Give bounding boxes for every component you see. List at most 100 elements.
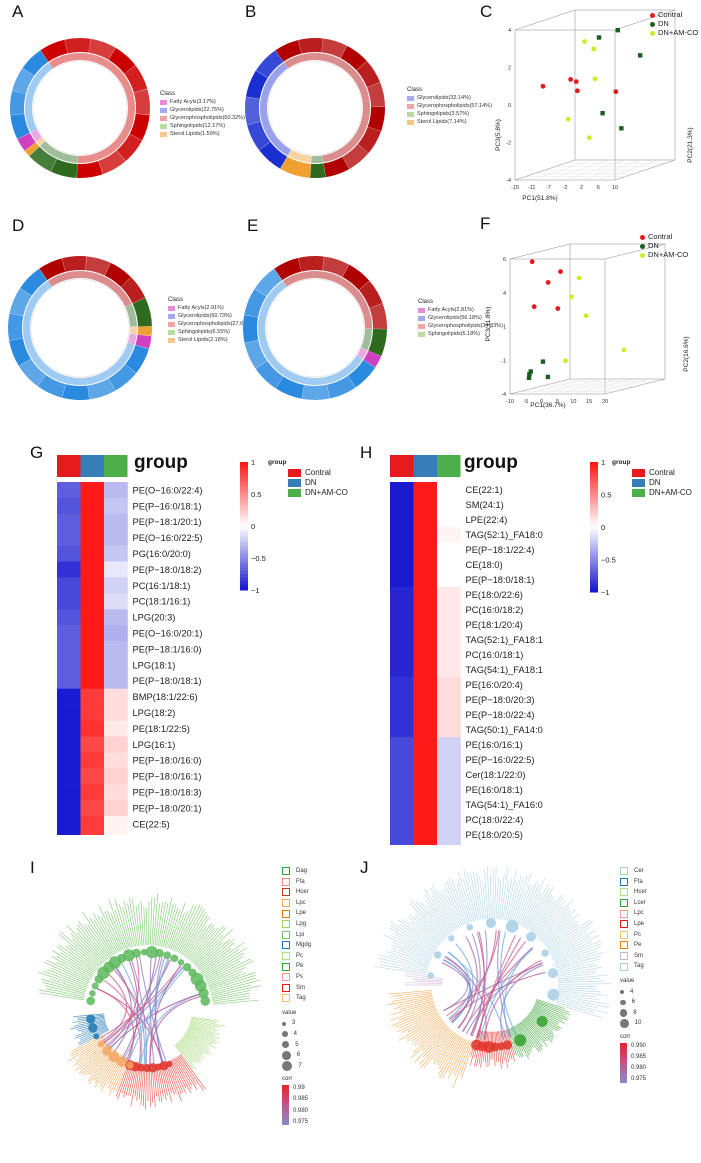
legend-e-item: Fatty Acyls(2.81%) bbox=[418, 306, 503, 314]
panel-label-i: I bbox=[30, 858, 35, 877]
size-dot bbox=[282, 1021, 286, 1026]
network-i-label-tick bbox=[89, 917, 114, 956]
network-j-label-tick bbox=[535, 1000, 570, 1013]
network-j-label-tick bbox=[557, 980, 605, 983]
heatmap-h-cell bbox=[390, 482, 414, 498]
legend-swatch bbox=[407, 111, 414, 117]
network-j-label-tick bbox=[424, 888, 455, 932]
network-i-node bbox=[88, 1023, 98, 1033]
network-j-label-tick bbox=[523, 1019, 548, 1047]
network-i-label-tick bbox=[196, 939, 230, 968]
legend-swatch bbox=[168, 329, 175, 335]
network-j-legend-item: Tag bbox=[620, 961, 647, 972]
colorbar-h-step bbox=[590, 536, 598, 541]
size-dot bbox=[282, 1041, 290, 1049]
network-i-label-tick bbox=[59, 944, 96, 972]
network-i-label-tick bbox=[177, 1042, 195, 1063]
network-i-label-tick bbox=[56, 946, 95, 974]
network-i-legend-item: Pc bbox=[282, 951, 311, 962]
legend-label: Ffa bbox=[296, 878, 305, 885]
tick-label: -10 bbox=[506, 399, 514, 405]
tick-label: -2 bbox=[506, 141, 511, 147]
legend-b-item: Sterol Lipids(7.14%) bbox=[407, 118, 492, 126]
heatmap-g-cell bbox=[104, 784, 128, 801]
network-j-label-tick bbox=[390, 949, 430, 964]
network-j-label-tick bbox=[557, 988, 602, 993]
heatmap-h-cell bbox=[390, 707, 414, 723]
donut-b-outer-segment bbox=[280, 156, 311, 178]
network-j-label-tick bbox=[545, 923, 580, 948]
heatmap-g-cell bbox=[104, 577, 128, 594]
network-j-value-item: 6 bbox=[620, 997, 647, 1008]
heatmap-h-row-label: PE(P−18:0/20:3) bbox=[466, 695, 535, 705]
network-i-label-tick bbox=[211, 993, 250, 1000]
legend-swatch bbox=[282, 973, 290, 982]
donut-b-outer-segment bbox=[298, 37, 323, 54]
network-j-label-tick bbox=[414, 915, 444, 942]
tick-label: -5 bbox=[523, 399, 528, 405]
colorbar-g-tick: −1 bbox=[251, 586, 260, 595]
heatmap-g-row-label: PC(16:1/18:1) bbox=[133, 581, 191, 591]
heatmap-h-cell bbox=[413, 557, 438, 573]
network-j-chord bbox=[500, 931, 517, 1035]
corr-tick: 0.975 bbox=[631, 1076, 647, 1083]
heatmap-h-cell bbox=[413, 812, 438, 828]
network-j-label-tick bbox=[409, 914, 443, 943]
network-j-label-tick bbox=[508, 1028, 520, 1058]
network-j-label-tick bbox=[373, 965, 427, 976]
colorbar-h-step bbox=[590, 543, 598, 547]
pca-f-point bbox=[527, 372, 532, 377]
donut-e-inner-segment bbox=[361, 328, 372, 351]
legend-swatch bbox=[288, 479, 301, 487]
tick-label: 20 bbox=[602, 399, 608, 405]
network-i-chord bbox=[149, 995, 202, 1065]
colorbar-g-step bbox=[240, 471, 248, 476]
network-j-label-tick bbox=[388, 927, 435, 954]
legend-label: Pc bbox=[634, 931, 642, 938]
legend-swatch bbox=[282, 888, 290, 897]
network-i-label-tick bbox=[182, 914, 208, 956]
network-j-label-tick bbox=[390, 991, 432, 997]
heatmap-g-cell bbox=[57, 688, 81, 705]
heatmap-g-cell bbox=[80, 672, 105, 689]
donut-a-outer-segment bbox=[98, 150, 126, 175]
network-j-label-tick bbox=[402, 1012, 439, 1033]
network-j-value-item: 8 bbox=[620, 1008, 647, 1019]
donut-e-outer-segment bbox=[358, 280, 383, 309]
network-j-label-tick bbox=[514, 884, 531, 924]
network-i-label-tick bbox=[206, 960, 254, 983]
pca-legend-f-item: DN bbox=[640, 241, 688, 250]
colorbar-h-step bbox=[590, 559, 598, 564]
network-j-label-tick bbox=[390, 935, 433, 957]
network-i-label-tick bbox=[110, 913, 126, 950]
network-i-label-tick bbox=[93, 913, 117, 954]
size-dot bbox=[620, 1019, 629, 1028]
network-i-label-tick bbox=[207, 967, 246, 985]
pca-f-point bbox=[583, 313, 589, 319]
legend-a-item: Glycerophospholipids(60.32%) bbox=[160, 114, 245, 122]
network-j-label-tick bbox=[552, 941, 592, 959]
heatmap-h-row-label: LPE(22:4) bbox=[466, 515, 508, 525]
legend-label: DN bbox=[658, 19, 669, 28]
network-i-chord bbox=[138, 955, 167, 1063]
pca-c-point bbox=[619, 126, 624, 131]
network-i-chord bbox=[113, 965, 132, 1054]
network-j-label-tick bbox=[542, 913, 580, 944]
heatmap-h-cell bbox=[390, 842, 414, 845]
network-j-label-tick bbox=[529, 896, 555, 932]
heatmap-g-group-title: group bbox=[134, 452, 188, 473]
legend-swatch bbox=[288, 469, 301, 477]
network-i-legend-item: Pe bbox=[282, 961, 311, 972]
tick-label: -7 bbox=[546, 185, 551, 191]
legend-swatch bbox=[282, 994, 290, 1003]
network-i-chord bbox=[102, 972, 128, 1042]
network-j-label-tick bbox=[525, 1016, 553, 1043]
legend-swatch bbox=[282, 941, 290, 950]
donut-chart-a bbox=[9, 38, 151, 178]
heatmap-h-cell bbox=[390, 812, 414, 828]
pca-legend-c-item: Contral bbox=[650, 10, 698, 19]
legend-b: Class Glycerolipids(32.14%) Glycerophosph… bbox=[407, 86, 492, 126]
network-j-label-tick bbox=[400, 1003, 435, 1015]
legend-swatch bbox=[168, 313, 175, 319]
network-j-label-tick bbox=[414, 1027, 450, 1063]
